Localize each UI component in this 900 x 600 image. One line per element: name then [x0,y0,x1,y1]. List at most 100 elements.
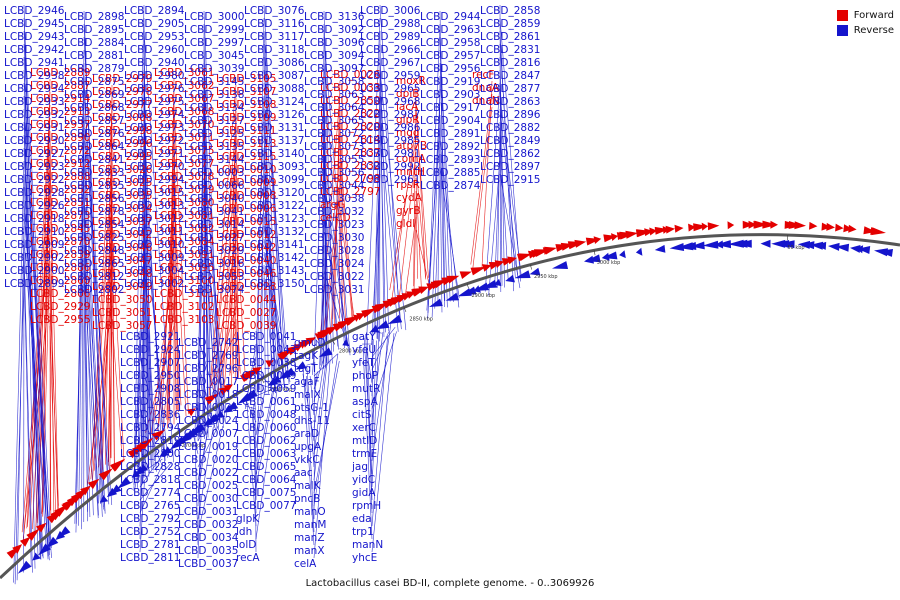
connector-line [173,195,187,416]
gene-label: LCBD_2836 [120,409,181,421]
gene-label: LCBD_2879 [64,63,124,75]
reverse-gene-arrow [481,279,498,289]
forward-gene-arrow [12,544,23,554]
connector-line [197,439,201,507]
connector-line [192,433,199,455]
gene-label: LCBD_2933 [4,96,64,108]
gene-label: comA [396,153,426,165]
gene-label: LCBD_3030 [304,232,364,244]
connector-line [235,292,241,374]
gene-label: LCBD_3046 [92,242,153,254]
gene-label: LCBD_2831 [480,44,540,56]
gene-label: LCBD_2839 [30,249,90,261]
connector-line [208,84,237,396]
gene-label: LCBD_3028 [304,245,364,257]
gene-label: LCBD_3074 [184,284,245,296]
connector-line [83,231,100,504]
gene-label: LCBD_3086 [244,57,305,69]
tick-label: 3000 kbp [597,260,621,266]
reverse-gene-arrow [529,267,541,276]
connector-line [83,218,104,507]
connector-line [211,240,237,387]
forward-gene-arrow [742,220,754,229]
gene-label: LCBD_2941 [4,57,64,69]
connector-line [439,140,460,308]
gene-label: LCBD_3134 [184,102,245,114]
reverse-gene-arrow [134,466,146,476]
gene-label: LCBD_3006 [360,5,421,17]
connector-line [23,212,52,558]
gene-label: LCBD_2917 [420,102,480,114]
gene-label: LCBD_2805 [120,396,180,408]
connector-line [224,201,237,386]
gene-label: LCBD_0077 [236,500,296,512]
gene-label: LCBD_2857 [64,115,124,127]
gene-label: LCBD_2881 [64,50,124,62]
reverse-gene-arrow [58,526,71,538]
connector-line [203,166,227,417]
gene-label: LCBD_3079 [154,184,214,196]
gene-label: LCBD_0038 [236,357,296,369]
gene-label: LCBD_3088 [244,83,304,95]
gene-label: LCBD_0040 [216,255,276,267]
connector-line [143,30,174,463]
reverse-gene-arrow [461,286,477,296]
gene-label: LCBD_2811 [120,552,180,564]
connector-line [23,264,32,567]
gene-label: LCBD_2882 [480,122,540,134]
gene-label: LCBD_3068 [154,106,214,118]
forward-gene-arrow [361,308,378,318]
gene-label: celCD [320,212,351,224]
gene-label: LCBD_2878 [64,206,124,218]
connector-line [499,69,503,286]
gene-label: LCBD_2998 [92,125,152,137]
gene-label: LCBD_2837 [320,147,380,159]
tick-label: 2750 kbp [269,387,293,393]
forward-gene-arrow [507,256,518,265]
gene-label: LCBD_2926 [4,200,65,212]
connector-line [302,365,315,546]
gene-label: LCBD_0044 [216,294,277,306]
gene-label: LCBD_3102 [154,301,214,313]
gene-label: manX [294,545,325,557]
reverse-gene-arrow [835,243,850,252]
gene-label: LCBD_2959 [360,70,420,82]
gene-label: LCBD_3026 [92,164,153,176]
connector-line [139,456,162,488]
gene-label: LCBD_2943 [4,31,64,43]
gene-label: LCBD_3011 [124,226,184,238]
reverse-gene-arrow [194,423,206,432]
gene-label: LCBD_2958 [420,37,480,49]
forward-gene-arrow [223,384,233,393]
connector-line [499,108,519,279]
gene-label: LCBD_3040 [184,193,244,205]
gene-label: LCBD_2896 [480,109,541,121]
gene-label: LCBD_2919 [420,76,480,88]
connector-line [255,386,278,540]
gene-label: LCBD_3117 [244,31,304,43]
forward-gene-arrow [252,367,262,375]
forward-gene-arrow [770,220,778,229]
gene-label: LCBD_3077 [154,158,214,170]
reverse-gene-arrow [282,367,296,377]
gene-label: LCBD_2884 [64,37,125,49]
gene-label: LCBD_2940 [124,57,184,69]
connector-line [472,106,493,268]
gene-label: LCBD_0025 [178,480,238,492]
gene-label: LCBD_3048 [92,268,152,280]
gene-label: LCBD_3058 [304,76,364,88]
reverse-gene-arrow [369,324,380,333]
gene-label: LCBD_3002 [124,278,184,290]
gene-label: LCBD_2910 [4,226,64,238]
gene-label: LCBD_2945 [4,18,64,30]
gene-label: LCBD_3111 [216,125,276,137]
gene-label: LCBD_3067 [154,93,214,105]
gene-label: LCBD_2946 [4,5,65,17]
gene-label: LCBD_2752 [120,526,180,538]
reverse-gene-arrow [226,401,239,411]
gene-label: LCBD_2888 [30,171,90,183]
gene-label: LCBD_2856 [64,193,125,205]
gene-label: LCBD_2912 [30,158,90,170]
gene-label: LCBD_2918 [4,213,64,225]
tick-label: 2950 kbp [534,274,558,280]
